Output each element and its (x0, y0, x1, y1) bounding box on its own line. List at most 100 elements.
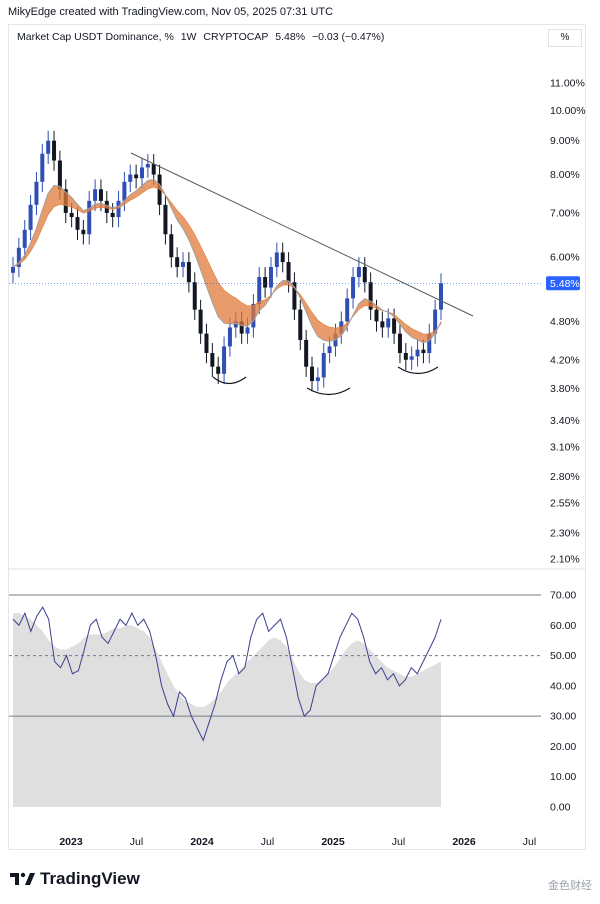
time-axis-label: 2026 (452, 836, 476, 848)
candle-body (351, 277, 356, 299)
candle-body (139, 167, 144, 179)
candle-body (28, 204, 33, 230)
rsi-axis-label: 30.00 (550, 711, 576, 723)
candle-body (257, 277, 262, 304)
tradingview-logo[interactable]: TradingView (10, 869, 140, 889)
candle-body (397, 333, 402, 353)
candle-body (392, 318, 397, 334)
candle-body (216, 366, 221, 374)
time-axis-label: 2025 (321, 836, 345, 848)
candle-body (134, 174, 139, 179)
candle-body (403, 352, 408, 360)
rsi-axis-label: 20.00 (550, 741, 576, 753)
price-axis-label: 10.00% (550, 105, 586, 117)
time-axis-label: 2023 (59, 836, 83, 848)
source-watermark: 金色财经 (548, 880, 592, 892)
legend-last: 5.48% (275, 31, 306, 43)
price-axis-label: 2.30% (550, 527, 580, 539)
candle-body (222, 346, 227, 374)
candle-body (128, 174, 133, 182)
candle-body (304, 339, 309, 367)
candle-body (439, 283, 443, 310)
candle-body (34, 181, 39, 205)
descending-trendline (130, 152, 474, 317)
price-axis-label: 4.80% (550, 316, 580, 328)
chart-credit: MikyEdge created with TradingView.com, N… (8, 6, 334, 18)
time-axis-label: Jul (130, 836, 143, 848)
candle-body (374, 309, 379, 322)
candle-body (310, 366, 315, 382)
tradingview-logo-text: TradingView (40, 869, 140, 888)
candle-body (345, 298, 350, 322)
price-axis-label: 2.80% (550, 471, 580, 483)
candle-body (110, 212, 115, 218)
candle-body (75, 217, 80, 230)
candle-body (239, 321, 244, 334)
candle-body (380, 321, 385, 328)
ma-fast-line (12, 178, 442, 344)
candle-body (268, 266, 273, 288)
legend-interval[interactable]: 1W (180, 31, 197, 43)
candle-body (274, 252, 279, 267)
chart-frame (8, 24, 586, 850)
time-axis-label: Jul (523, 836, 536, 848)
candle-body (362, 266, 367, 283)
candle-body (151, 163, 156, 175)
candle-body (22, 229, 27, 248)
candle-body (16, 247, 21, 267)
price-axis-label: 6.00% (550, 252, 580, 264)
candle-body (327, 346, 332, 353)
candle-body (186, 262, 191, 283)
candle-body (175, 257, 180, 267)
time-axis-label: 2024 (190, 836, 214, 848)
price-axis-label: 2.55% (550, 498, 580, 510)
candle-body (356, 266, 361, 278)
candle-body (57, 160, 62, 190)
rounded-bottom-arc (212, 376, 247, 385)
candle-body (116, 200, 121, 218)
percent-scale-button[interactable]: % (548, 29, 582, 47)
price-axis-label: 7.00% (550, 207, 580, 219)
legend-symbol[interactable]: Market Cap USDT Dominance, % (17, 31, 174, 43)
price-axis-label: 3.80% (550, 383, 580, 395)
rsi-axis-label: 50.00 (550, 650, 576, 662)
symbol-legend: Market Cap USDT Dominance, % 1W CRYPTOCA… (17, 31, 388, 43)
candle-body (409, 356, 414, 360)
candle-body (298, 309, 303, 340)
candle-body (11, 266, 15, 273)
candle-body (122, 181, 127, 201)
rsi-line (12, 606, 442, 742)
candle-body (169, 234, 174, 258)
candle-body (321, 352, 326, 378)
candle-body (204, 333, 209, 353)
candle-body (415, 349, 420, 357)
last-price-tag-label: 5.48% (550, 278, 580, 290)
legend-change: −0.03 (−0.47%) (311, 31, 385, 43)
candle-body (69, 212, 74, 218)
price-axis-label: 3.40% (550, 415, 580, 427)
tradingview-logo-icon (10, 872, 35, 885)
rsi-axis-label: 0.00 (550, 802, 571, 814)
candle-body (52, 140, 57, 161)
candle-body (192, 282, 197, 310)
candle-body (280, 252, 285, 263)
candle-body (46, 140, 51, 154)
candle-body (40, 153, 45, 182)
price-axis-label: 2.10% (550, 554, 580, 566)
price-axis-label: 4.20% (550, 354, 580, 366)
candle-body (181, 262, 186, 267)
candle-body (227, 327, 232, 347)
candle-body (93, 189, 98, 201)
candle-body (292, 282, 297, 310)
candle-body (421, 349, 426, 353)
candle-body (286, 262, 291, 283)
rsi-band-area (13, 613, 441, 807)
last-price-tag (546, 276, 580, 291)
candles-group (11, 130, 443, 392)
candle-body (433, 309, 438, 334)
rsi-axis-label: 70.00 (550, 590, 576, 602)
candle-body (427, 333, 432, 353)
candle-body (245, 327, 250, 334)
price-axis-label: 9.00% (550, 135, 580, 147)
